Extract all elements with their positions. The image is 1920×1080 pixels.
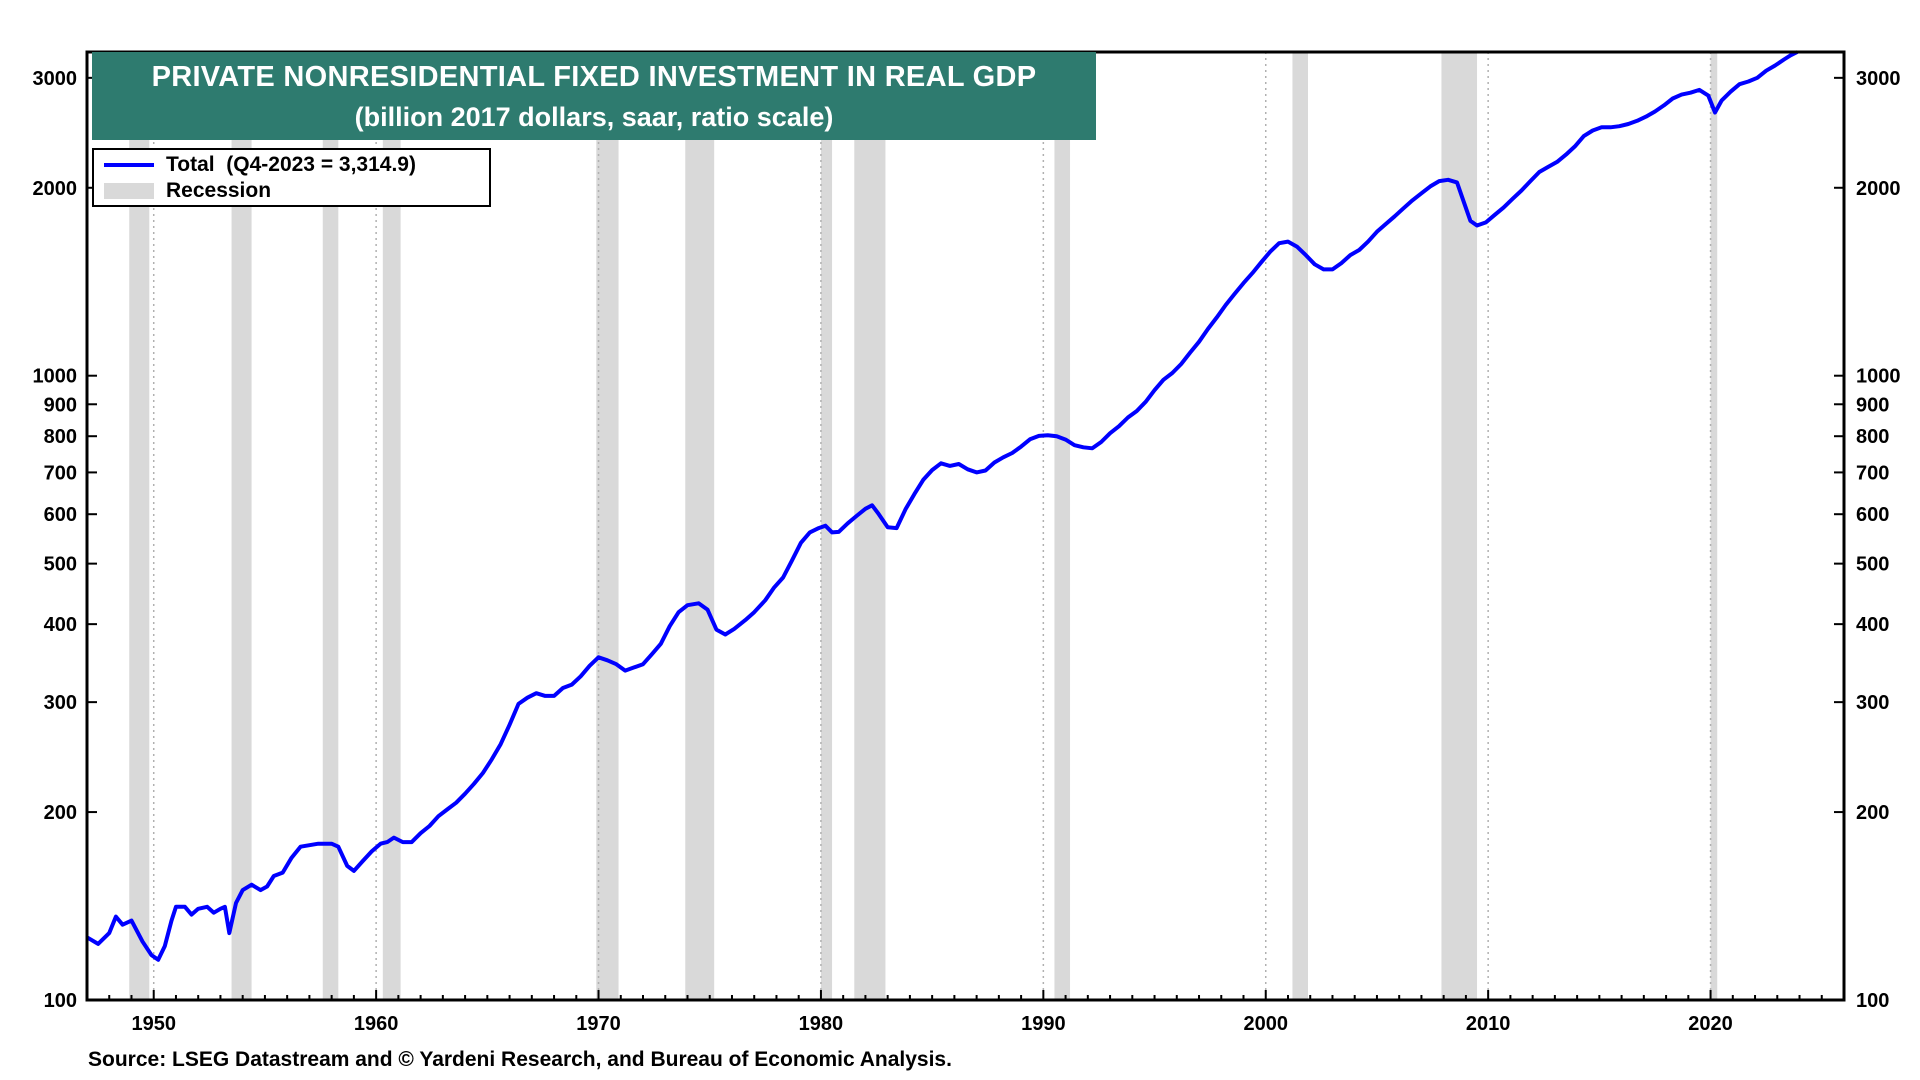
y-tick-label-right: 200 — [1856, 802, 1889, 824]
y-tick-label-right: 800 — [1856, 426, 1889, 448]
y-tick-label-left: 500 — [44, 554, 77, 576]
series-line-total — [85, 50, 1799, 962]
recession-band — [322, 52, 339, 1000]
chart-subtitle: (billion 2017 dollars, saar, ratio scale… — [354, 102, 834, 132]
x-tick-label: 1950 — [131, 1013, 176, 1035]
recession-band — [1710, 52, 1718, 1000]
x-tick-label: 2010 — [1466, 1013, 1511, 1035]
x-tick-label: 2020 — [1688, 1013, 1733, 1035]
recession-bands — [129, 52, 1718, 1000]
legend-label-recession: Recession — [166, 179, 272, 202]
series-layer — [85, 50, 1799, 962]
legend-label-total: Total (Q4-2023 = 3,314.9) — [166, 153, 416, 176]
recession-band — [854, 52, 886, 1000]
y-tick-label-left: 400 — [44, 614, 77, 636]
y-tick-label-right: 3000 — [1856, 68, 1901, 90]
y-tick-label-left: 2000 — [33, 178, 78, 200]
chart-title: PRIVATE NONRESIDENTIAL FIXED INVESTMENT … — [151, 61, 1037, 93]
y-tick-label-left: 100 — [44, 990, 77, 1012]
axis-ticks — [86, 76, 1845, 1001]
y-tick-label-left: 300 — [44, 692, 77, 714]
y-tick-label-left: 1000 — [33, 366, 78, 388]
y-tick-label-left: 3000 — [33, 68, 78, 90]
source-note: Source: LSEG Datastream and © Yardeni Re… — [88, 1048, 952, 1071]
y-tick-label-left: 800 — [44, 426, 77, 448]
recession-band — [685, 52, 715, 1000]
y-tick-label-right: 900 — [1856, 394, 1889, 416]
y-tick-label-right: 700 — [1856, 462, 1889, 484]
legend-swatch-recession — [104, 183, 154, 199]
x-tick-label: 1970 — [576, 1013, 621, 1035]
y-tick-label-left: 600 — [44, 504, 77, 526]
recession-band — [231, 52, 252, 1000]
recession-band — [382, 52, 401, 1000]
recession-band — [1292, 52, 1309, 1000]
x-tick-label: 1990 — [1021, 1013, 1066, 1035]
y-tick-label-right: 100 — [1856, 990, 1889, 1012]
recession-band — [1441, 52, 1478, 1000]
y-tick-label-right: 400 — [1856, 614, 1889, 636]
y-tick-label-right: 300 — [1856, 692, 1889, 714]
legend-item-total: Total (Q4-2023 = 3,314.9) — [94, 152, 416, 178]
x-tick-label: 1960 — [354, 1013, 399, 1035]
legend-item-recession: Recession — [94, 178, 271, 204]
y-tick-label-right: 2000 — [1856, 178, 1901, 200]
legend-swatch-total — [104, 163, 154, 167]
axis-labels: 100 100 200 200 300 300 400 400 500 500 600 600 700 7… — [33, 68, 1901, 1035]
recession-band — [1054, 52, 1071, 1000]
legend: Total (Q4-2023 = 3,314.9) Recession — [92, 148, 491, 207]
y-tick-label-right: 1000 — [1856, 366, 1901, 388]
y-tick-label-left: 900 — [44, 394, 77, 416]
y-tick-label-right: 600 — [1856, 504, 1889, 526]
y-tick-label-right: 500 — [1856, 554, 1889, 576]
x-tick-label: 1980 — [799, 1013, 844, 1035]
recession-band — [596, 52, 619, 1000]
y-tick-label-left: 200 — [44, 802, 77, 824]
y-tick-label-left: 700 — [44, 462, 77, 484]
recession-band — [129, 52, 150, 1000]
chart-title-box: PRIVATE NONRESIDENTIAL FIXED INVESTMENT … — [92, 52, 1096, 140]
x-tick-label: 2000 — [1243, 1013, 1288, 1035]
